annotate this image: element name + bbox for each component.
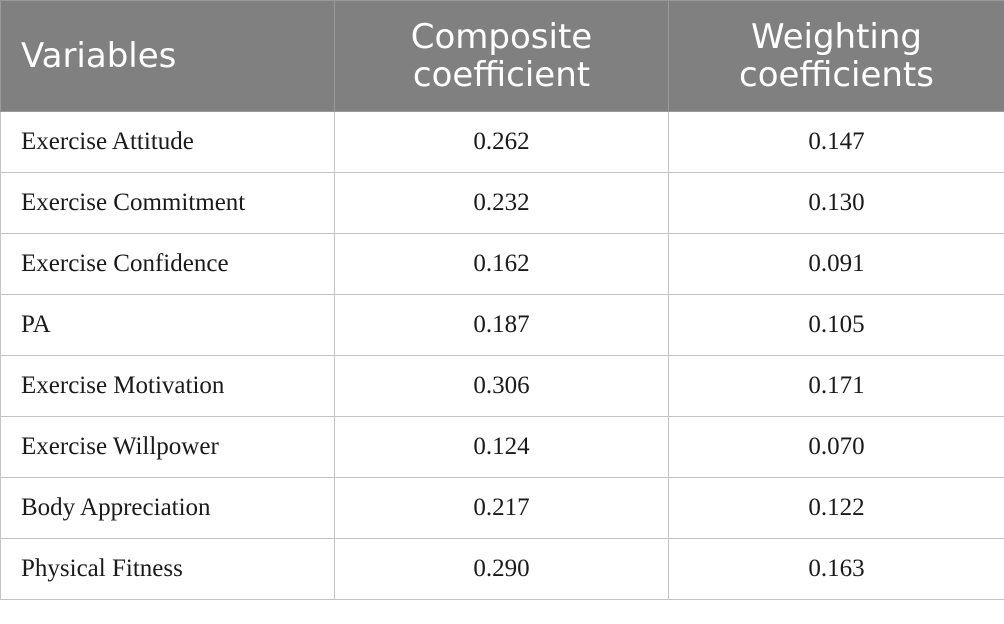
table-row: Exercise Willpower 0.124 0.070: [0, 416, 1004, 478]
header-weighting-line1: Weighting: [750, 17, 923, 57]
header-weighting-line2: coefficients: [739, 55, 934, 95]
cell-composite: 0.162: [334, 233, 669, 295]
cell-composite: 0.306: [334, 355, 669, 417]
header-variables: Variables: [0, 0, 335, 112]
cell-composite: 0.187: [334, 294, 669, 356]
cell-composite: 0.290: [334, 538, 669, 600]
cell-weighting: 0.105: [668, 294, 1004, 356]
cell-weighting: 0.070: [668, 416, 1004, 478]
cell-composite: 0.217: [334, 477, 669, 539]
table-row: Exercise Confidence 0.162 0.091: [0, 233, 1004, 295]
header-row: Variables Composite coefficient Weightin…: [0, 0, 1004, 112]
cell-variable: Physical Fitness: [0, 538, 335, 600]
header-composite-line1: Composite: [410, 17, 593, 57]
cell-weighting: 0.091: [668, 233, 1004, 295]
cell-variable: Exercise Commitment: [0, 172, 335, 234]
table-row: Body Appreciation 0.217 0.122: [0, 477, 1004, 539]
cell-variable: Exercise Willpower: [0, 416, 335, 478]
cell-composite: 0.124: [334, 416, 669, 478]
header-composite-coefficient: Composite coefficient: [334, 0, 669, 112]
cell-variable: Body Appreciation: [0, 477, 335, 539]
coefficients-table: Variables Composite coefficient Weightin…: [0, 0, 1004, 600]
cell-weighting: 0.163: [668, 538, 1004, 600]
cell-variable: Exercise Confidence: [0, 233, 335, 295]
cell-variable: Exercise Attitude: [0, 111, 335, 173]
cell-variable: PA: [0, 294, 335, 356]
table-row: Exercise Commitment 0.232 0.130: [0, 172, 1004, 234]
header-variables-label: Variables: [21, 36, 177, 76]
cell-weighting: 0.147: [668, 111, 1004, 173]
cell-variable: Exercise Motivation: [0, 355, 335, 417]
table-body: Exercise Attitude 0.262 0.147 Exercise C…: [0, 111, 1004, 600]
cell-composite: 0.262: [334, 111, 669, 173]
cell-weighting: 0.171: [668, 355, 1004, 417]
table-header: Variables Composite coefficient Weightin…: [0, 0, 1004, 112]
table-row: Exercise Motivation 0.306 0.171: [0, 355, 1004, 417]
table-row: Physical Fitness 0.290 0.163: [0, 538, 1004, 600]
header-composite-line2: coefficient: [412, 55, 591, 95]
cell-weighting: 0.130: [668, 172, 1004, 234]
table-row: PA 0.187 0.105: [0, 294, 1004, 356]
cell-composite: 0.232: [334, 172, 669, 234]
table-row: Exercise Attitude 0.262 0.147: [0, 111, 1004, 173]
header-weighting-coefficients: Weighting coefficients: [668, 0, 1004, 112]
cell-weighting: 0.122: [668, 477, 1004, 539]
